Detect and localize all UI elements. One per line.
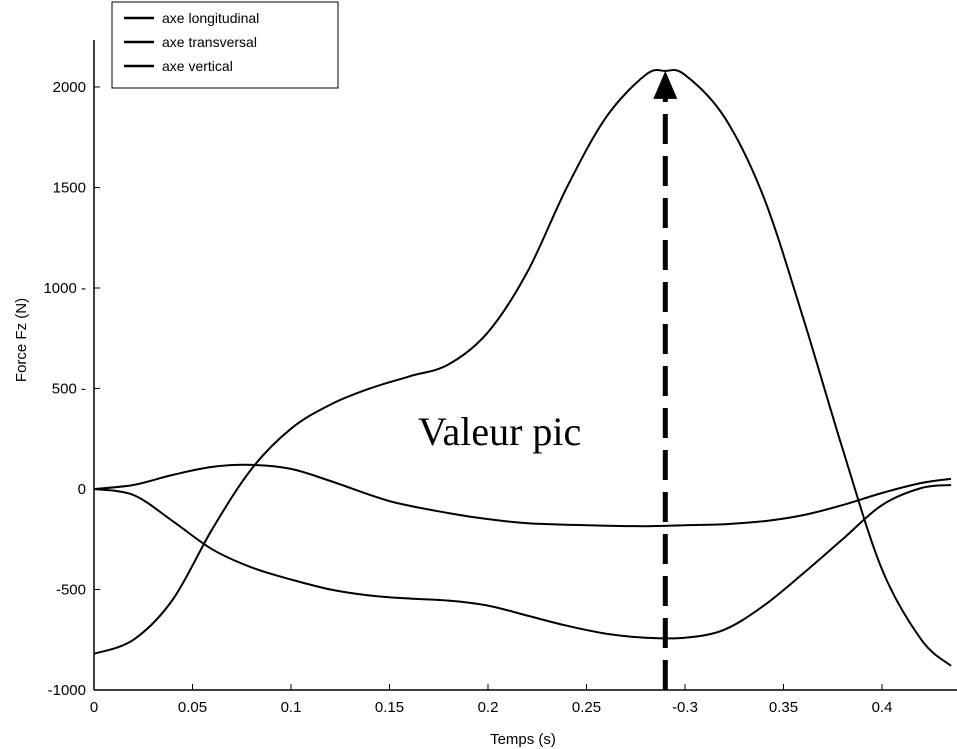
- legend-label: axe transversal: [162, 34, 257, 50]
- y-tick-label: -500: [56, 582, 86, 599]
- y-tick-label: 0: [78, 481, 86, 498]
- y-tick-label: 2000: [53, 79, 86, 96]
- series-line-axe-longitudinal: [93, 484, 952, 640]
- x-tick-label: 0: [90, 699, 98, 716]
- annotation-layer: Valeur pic: [418, 409, 581, 454]
- x-tick-label: 0.35: [769, 699, 798, 716]
- annotation-valeur-pic: Valeur pic: [418, 409, 581, 454]
- x-tick-label: 0.05: [178, 699, 207, 716]
- x-tick-label: 0.1: [281, 699, 302, 716]
- series-layer: [93, 69, 952, 667]
- legend-box: [111, 1, 339, 89]
- x-tick-label: 0.25: [572, 699, 601, 716]
- peak-arrow-head: [653, 70, 678, 99]
- x-tick-label: 0.2: [478, 699, 499, 716]
- legend: axe longitudinal axe transversal axe verti…: [111, 1, 339, 89]
- series-line-axe-transversal: [93, 463, 952, 528]
- y-tick-label: 1500: [53, 180, 86, 197]
- x-axis-title: Temps (s): [490, 731, 556, 748]
- x-tick-label: 0.15: [375, 699, 404, 716]
- y-tick-label: 500 -: [52, 381, 86, 398]
- legend-label: axe longitudinal: [162, 10, 259, 26]
- y-tick-label: 1000 -: [43, 280, 86, 297]
- legend-label: axe vertical: [162, 58, 233, 74]
- x-tick-label: -0.3: [672, 699, 698, 716]
- y-axis-title: Force Fz (N): [13, 298, 30, 382]
- x-tick-label: 0.4: [872, 699, 893, 716]
- y-tick-label: -1000: [48, 682, 86, 699]
- axes: -1000 -500 0 500 - 1000 - 1500 2000 0 0.05 0.1 0.1…: [13, 40, 957, 748]
- series-line-axe-vertical: [93, 69, 952, 667]
- peak-arrow-layer: [653, 70, 678, 690]
